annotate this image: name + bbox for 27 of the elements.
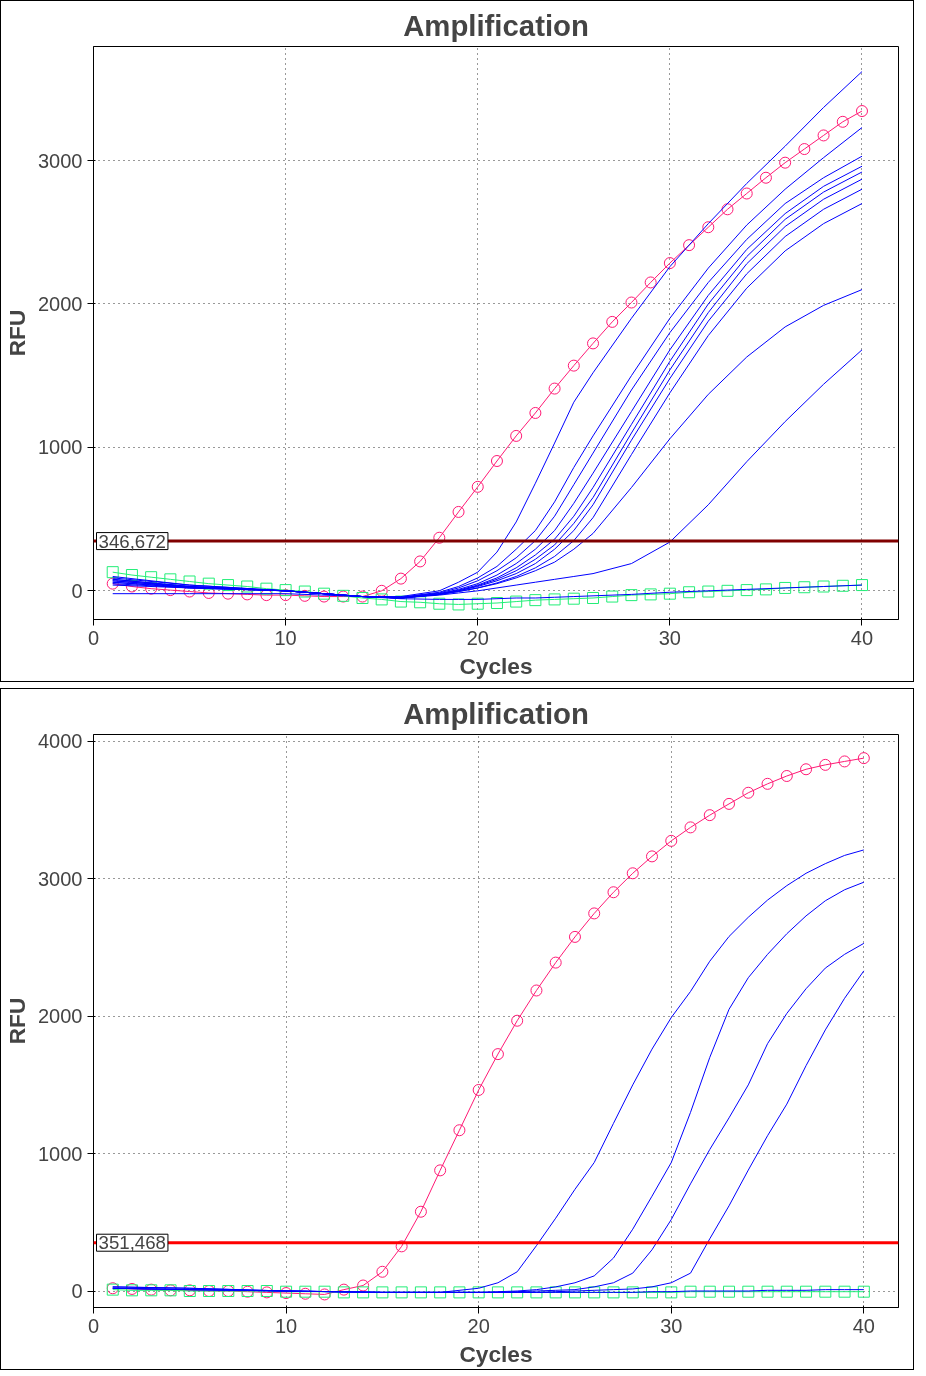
x-axis-title: Cycles: [459, 1340, 533, 1367]
y-tick-label: 2000: [38, 1005, 83, 1028]
x-tick-label: 0: [87, 626, 100, 649]
chart-title: Amplification: [403, 8, 589, 42]
x-tick-label: 0: [87, 1314, 100, 1337]
x-tick-label: 20: [466, 626, 489, 649]
y-axis-title: RFU: [4, 997, 31, 1045]
y-tick-label: 1000: [38, 436, 83, 459]
y-tick-label: 1000: [38, 1142, 83, 1165]
y-tick-label: 2000: [38, 292, 83, 315]
y-axis-title: RFU: [4, 309, 31, 357]
x-tick-label: 20: [467, 1314, 490, 1337]
y-tick-label: 0: [71, 579, 83, 602]
y-tick-label: 0: [71, 1280, 83, 1303]
y-tick-label: 3000: [38, 149, 83, 172]
chart-title: Amplification: [403, 696, 589, 730]
x-tick-label: 30: [658, 626, 681, 649]
ref-line-label: 346,672: [98, 530, 166, 552]
x-tick-label: 10: [274, 1314, 298, 1337]
x-axis-title: Cycles: [459, 652, 533, 679]
y-tick-label: 4000: [38, 730, 83, 753]
x-tick-label: 30: [660, 1314, 683, 1337]
x-tick-label: 10: [274, 626, 297, 649]
x-tick-label: 40: [852, 1314, 875, 1337]
ref-line-label: 351,468: [98, 1232, 166, 1254]
y-tick-label: 3000: [38, 867, 83, 890]
x-tick-label: 40: [850, 626, 874, 649]
